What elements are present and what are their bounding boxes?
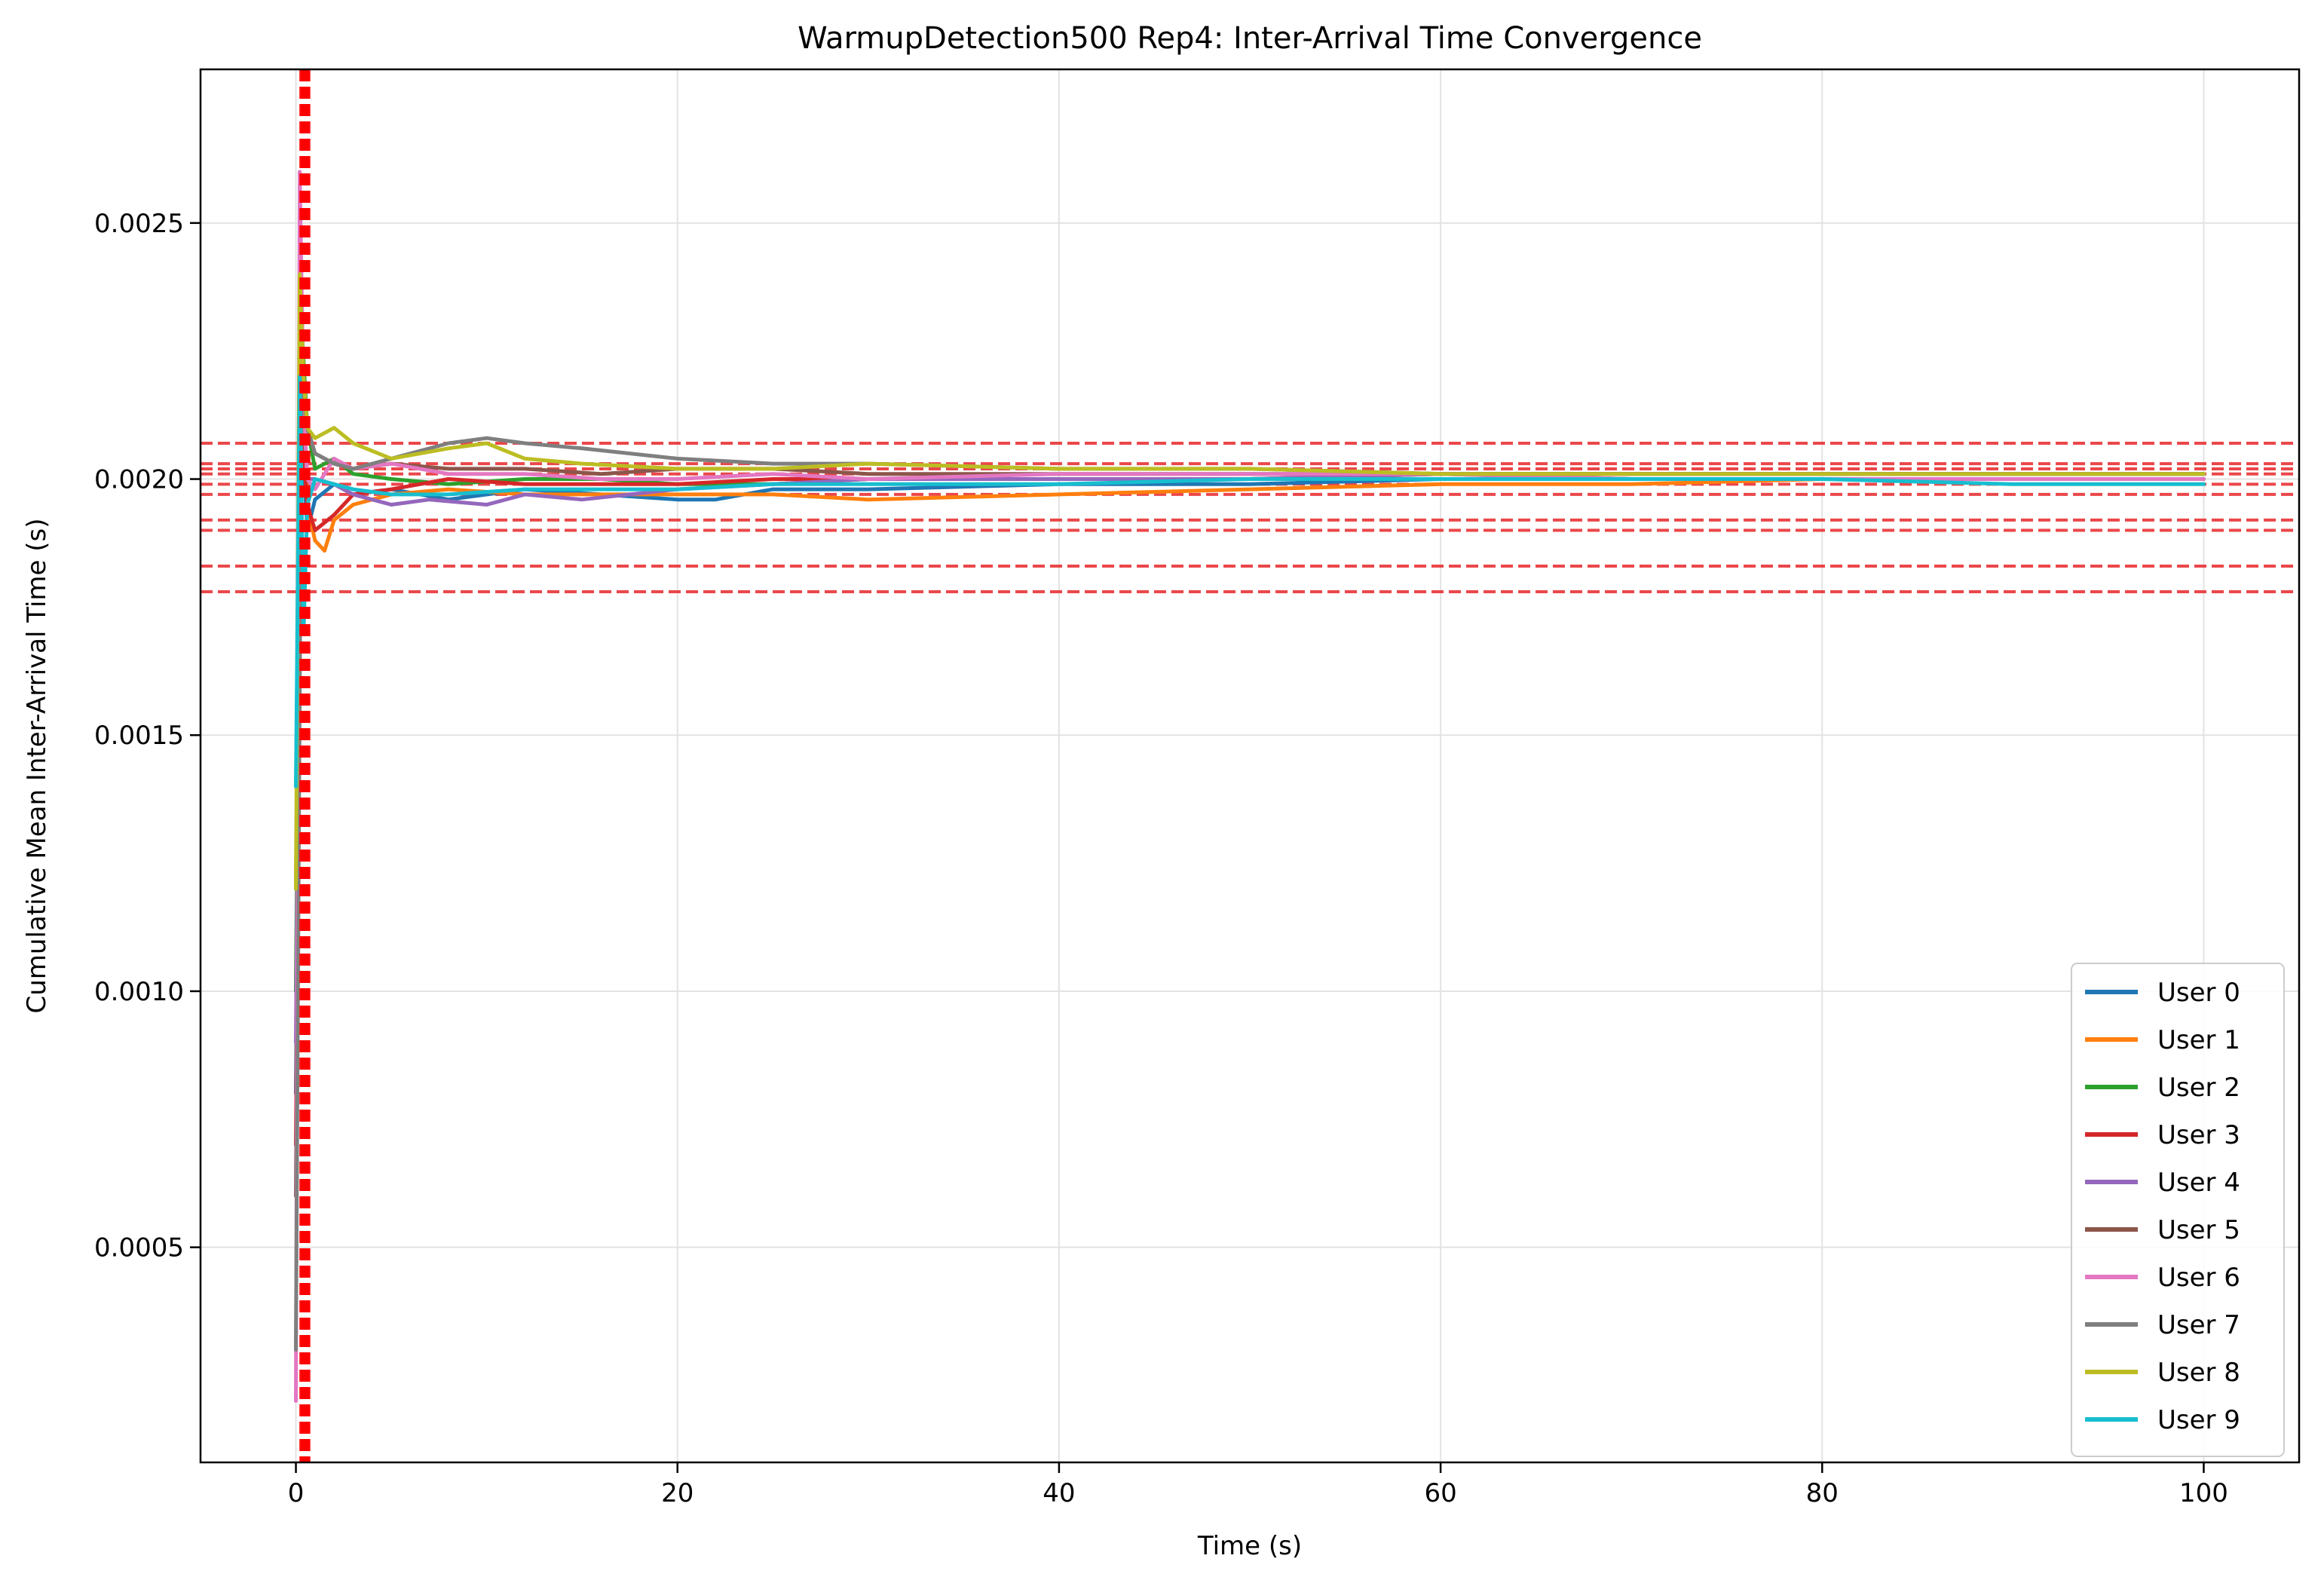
legend-label-user-4: User 4 (2157, 1168, 2240, 1198)
legend-label-user-1: User 1 (2157, 1025, 2240, 1055)
x-axis-ticks: 0 20 40 60 80 100 (288, 1462, 2228, 1508)
series-line-user-8 (294, 272, 2206, 891)
y-tick-label: 0.0010 (94, 977, 184, 1007)
x-tick-label: 80 (1806, 1478, 1839, 1508)
legend-label-user-9: User 9 (2157, 1405, 2240, 1435)
y-tick-label: 0.0020 (94, 465, 184, 495)
x-axis-title: Time (s) (1197, 1531, 1302, 1561)
legend-label-user-6: User 6 (2157, 1263, 2240, 1293)
legend-label-user-2: User 2 (2157, 1073, 2240, 1103)
x-tick-label: 100 (2179, 1478, 2228, 1508)
y-tick-label: 0.0015 (94, 721, 184, 751)
legend-label-user-3: User 3 (2157, 1120, 2240, 1150)
x-tick-label: 60 (1424, 1478, 1456, 1508)
y-tick-label: 0.0005 (94, 1233, 184, 1263)
y-tick-label: 0.0025 (94, 209, 184, 239)
legend-label-user-8: User 8 (2157, 1358, 2240, 1388)
y-axis-ticks: 0.0005 0.0010 0.0015 0.0020 0.0025 (94, 209, 201, 1263)
plot-frame (199, 68, 2301, 1464)
y-axis-title: Cumulative Mean Inter-Arrival Time (s) (22, 519, 52, 1014)
legend: User 0 User 1 User 2 User 3 User 4 User 5 User… (2071, 963, 2285, 1457)
chart-title: WarmupDetection500 Rep4: Inter-Arrival T… (798, 21, 1702, 56)
x-tick-label: 0 (288, 1478, 305, 1508)
series-lines (294, 170, 2206, 1403)
legend-label-user-5: User 5 (2157, 1215, 2240, 1245)
x-tick-label: 20 (661, 1478, 694, 1508)
warmup-lines (299, 69, 311, 1462)
legend-label-user-0: User 0 (2157, 978, 2240, 1008)
x-tick-label: 40 (1043, 1478, 1075, 1508)
series-line-user-1 (294, 375, 2206, 891)
legend-label-user-7: User 7 (2157, 1310, 2240, 1340)
